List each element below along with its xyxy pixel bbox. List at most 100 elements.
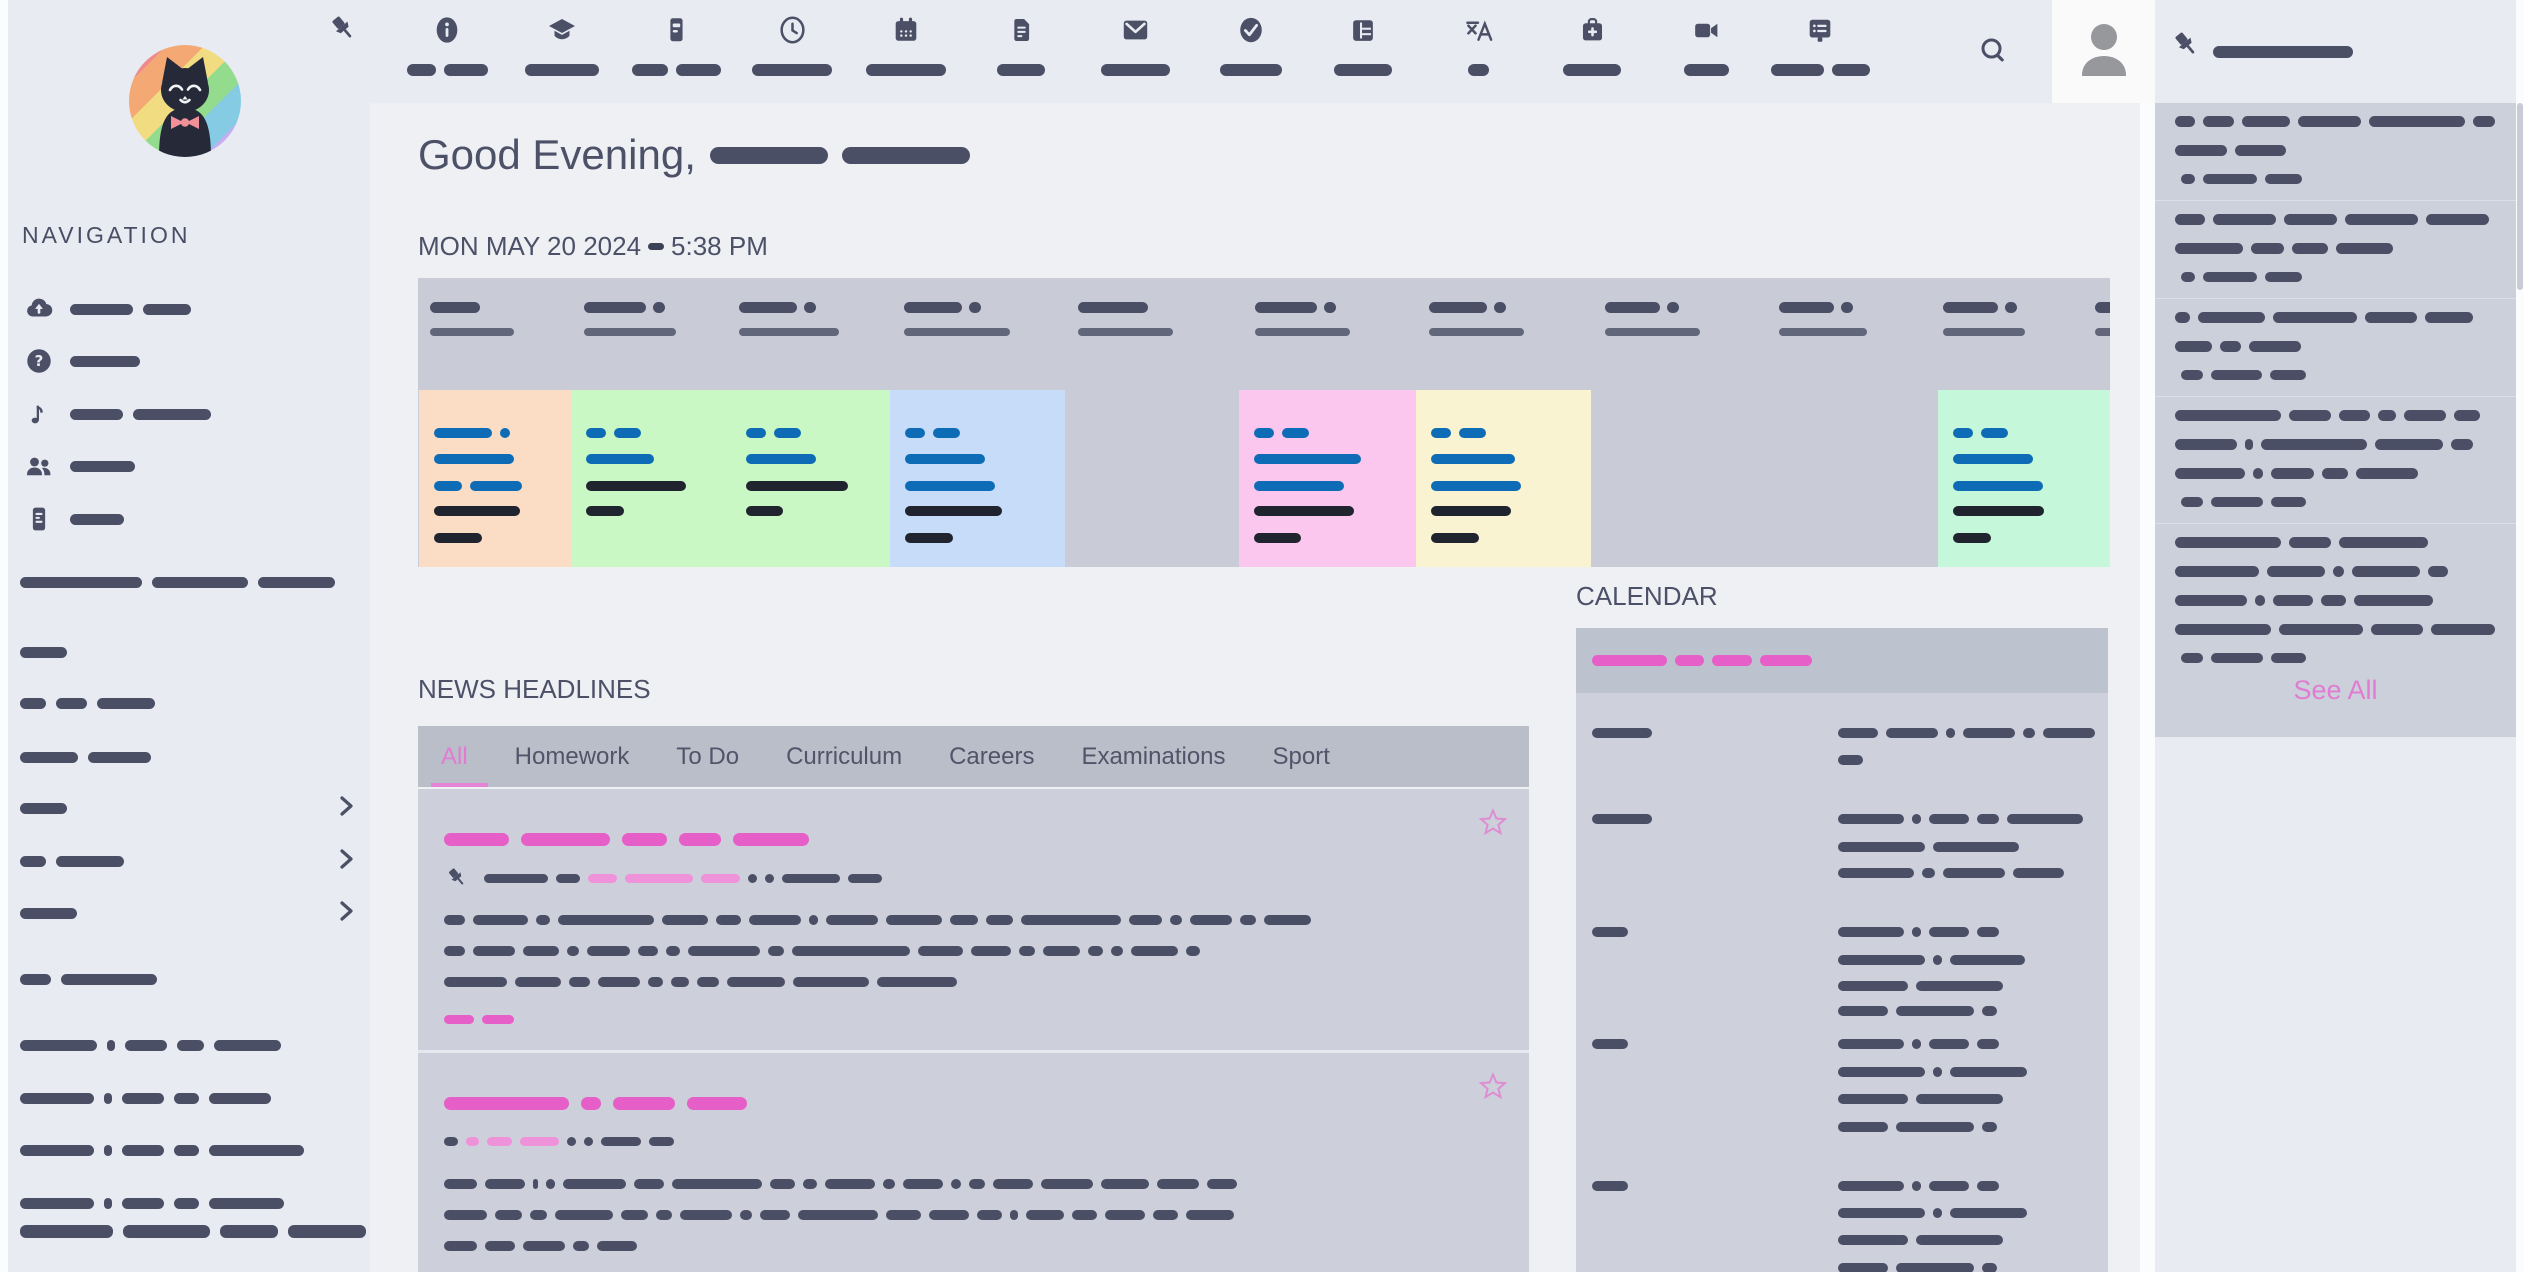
profile-avatar-button[interactable] — [2052, 0, 2155, 103]
calendar-event-text-redacted[interactable] — [1838, 1006, 1997, 1016]
pushpin-icon[interactable] — [2169, 28, 2203, 62]
tab-examinations[interactable]: Examinations — [1081, 742, 1226, 770]
sidebar-item[interactable] — [20, 1091, 271, 1105]
tab-homework[interactable]: Homework — [514, 742, 630, 770]
top-nav-item-calendar[interactable] — [841, 14, 971, 96]
pushpin-icon — [444, 863, 470, 893]
timetable-event-card[interactable] — [1416, 390, 1591, 567]
person-icon — [2072, 17, 2136, 86]
top-nav-item-info-circle[interactable] — [382, 14, 512, 96]
calendar-event-text-redacted[interactable] — [1838, 927, 1999, 937]
calendar-event-text-redacted[interactable] — [1838, 1208, 2027, 1218]
sidebar-item[interactable] — [20, 696, 155, 710]
mail-icon — [1119, 14, 1151, 46]
timetable-strip[interactable] — [418, 278, 2110, 567]
tab-sport[interactable]: Sport — [1272, 742, 1330, 770]
sidebar-item[interactable] — [22, 447, 135, 485]
star-outline-icon[interactable] — [1477, 1071, 1509, 1103]
notification-item[interactable] — [2155, 103, 2516, 200]
tab-curriculum[interactable]: Curriculum — [786, 742, 903, 770]
calendar-event-text-redacted[interactable] — [1838, 755, 1863, 765]
sidebar-item[interactable] — [20, 575, 335, 589]
top-nav-item-medical-bag[interactable] — [1527, 14, 1657, 96]
star-outline-icon[interactable] — [1477, 807, 1509, 839]
redacted-text-bar — [2181, 370, 2203, 380]
window-scrollbar-track[interactable] — [2516, 0, 2524, 1272]
timetable-event-card[interactable] — [1239, 390, 1416, 567]
timetable-event-card[interactable] — [890, 390, 1065, 567]
chevron-right-icon[interactable] — [336, 848, 358, 870]
sidebar-item[interactable] — [20, 906, 77, 920]
news-item[interactable] — [418, 1053, 1529, 1272]
tab-to-do[interactable]: To Do — [676, 742, 740, 770]
notification-item[interactable] — [2155, 523, 2516, 679]
notification-items — [2155, 103, 2516, 679]
tab-careers[interactable]: Careers — [949, 742, 1035, 770]
sidebar-item[interactable] — [22, 395, 211, 433]
calendar-event-text-redacted[interactable] — [1838, 728, 2095, 738]
top-nav-item-newsstand[interactable] — [611, 14, 741, 96]
window-scrollbar-thumb[interactable] — [2517, 103, 2523, 290]
timetable-event-card[interactable] — [571, 390, 890, 567]
top-nav-item-mail[interactable] — [1070, 14, 1200, 96]
sidebar-item[interactable] — [20, 801, 67, 815]
redacted-text-bar — [104, 1092, 112, 1104]
calendar-event-text-redacted[interactable] — [1838, 955, 2025, 965]
calendar-event-text-redacted[interactable] — [1838, 868, 2064, 878]
top-nav-item-clock[interactable] — [727, 14, 857, 96]
tab-all[interactable]: All — [441, 742, 468, 770]
top-nav-item-document[interactable] — [956, 14, 1086, 96]
sidebar-item[interactable] — [20, 645, 67, 659]
calendar-row-time-redacted[interactable] — [1592, 814, 1652, 824]
top-nav-item-noticeboard[interactable] — [1755, 14, 1885, 96]
notification-item[interactable] — [2155, 298, 2516, 396]
notification-item[interactable] — [2155, 396, 2516, 523]
main-scrollbar-track[interactable] — [2140, 103, 2155, 1272]
redacted-text-bar — [1953, 428, 1973, 438]
sidebar-item[interactable] — [22, 290, 191, 328]
sidebar-item[interactable] — [20, 1196, 284, 1210]
sidebar-item[interactable]: ? — [22, 342, 140, 380]
calendar-event-text-redacted[interactable] — [1838, 1235, 2003, 1245]
calendar-event-text-redacted[interactable] — [1838, 981, 2003, 991]
redacted-text-bar — [727, 977, 785, 987]
chevron-right-icon[interactable] — [336, 900, 358, 922]
search-icon[interactable] — [1976, 33, 2012, 69]
calendar-event-text-redacted[interactable] — [1838, 1039, 1999, 1049]
top-nav-item-video-camera[interactable] — [1641, 14, 1771, 96]
timetable-event-card[interactable] — [419, 390, 571, 567]
redacted-text-bar — [1021, 915, 1121, 925]
news-item[interactable] — [418, 789, 1529, 1050]
calendar-row-time-redacted[interactable] — [1592, 1039, 1628, 1049]
notification-item[interactable] — [2155, 200, 2516, 298]
top-nav-item-translate[interactable] — [1413, 14, 1543, 96]
calendar-event-text-redacted[interactable] — [1838, 1181, 1999, 1191]
calendar-event-text-redacted[interactable] — [1838, 842, 2019, 852]
calendar-row-time-redacted[interactable] — [1592, 728, 1652, 738]
sidebar-item[interactable] — [20, 1143, 304, 1157]
calendar-event-text-redacted[interactable] — [1838, 814, 2083, 824]
see-all-link[interactable]: See All — [2293, 675, 2378, 705]
sidebar-item[interactable] — [22, 500, 124, 538]
pushpin-icon[interactable] — [326, 12, 360, 46]
sidebar-item[interactable] — [20, 1038, 281, 1052]
sidebar-item[interactable] — [20, 854, 124, 868]
calendar-event-text-redacted[interactable] — [1838, 1263, 1997, 1272]
sidebar-item[interactable] — [20, 750, 151, 764]
calendar-event-text-redacted[interactable] — [1838, 1094, 2003, 1104]
top-nav-item-graduation-cap[interactable] — [497, 14, 627, 96]
calendar-row-time-redacted[interactable] — [1592, 927, 1628, 937]
sidebar-item[interactable] — [20, 972, 157, 986]
top-nav-item-table-layout[interactable] — [1298, 14, 1428, 96]
timetable-event-card[interactable] — [1938, 390, 2110, 567]
chevron-right-icon[interactable] — [336, 795, 358, 817]
calendar-event-text-redacted[interactable] — [1838, 1122, 1997, 1132]
sidebar-item[interactable] — [20, 1224, 366, 1238]
top-nav-item-check-circle[interactable] — [1186, 14, 1316, 96]
redacted-text-bar — [500, 428, 510, 438]
redacted-text-bar — [581, 1097, 601, 1110]
redacted-text-bar — [20, 646, 67, 658]
calendar-event-text-redacted[interactable] — [1838, 1067, 2027, 1077]
calendar-row-time-redacted[interactable] — [1592, 1181, 1628, 1191]
cat-avatar-logo[interactable] — [129, 45, 241, 157]
